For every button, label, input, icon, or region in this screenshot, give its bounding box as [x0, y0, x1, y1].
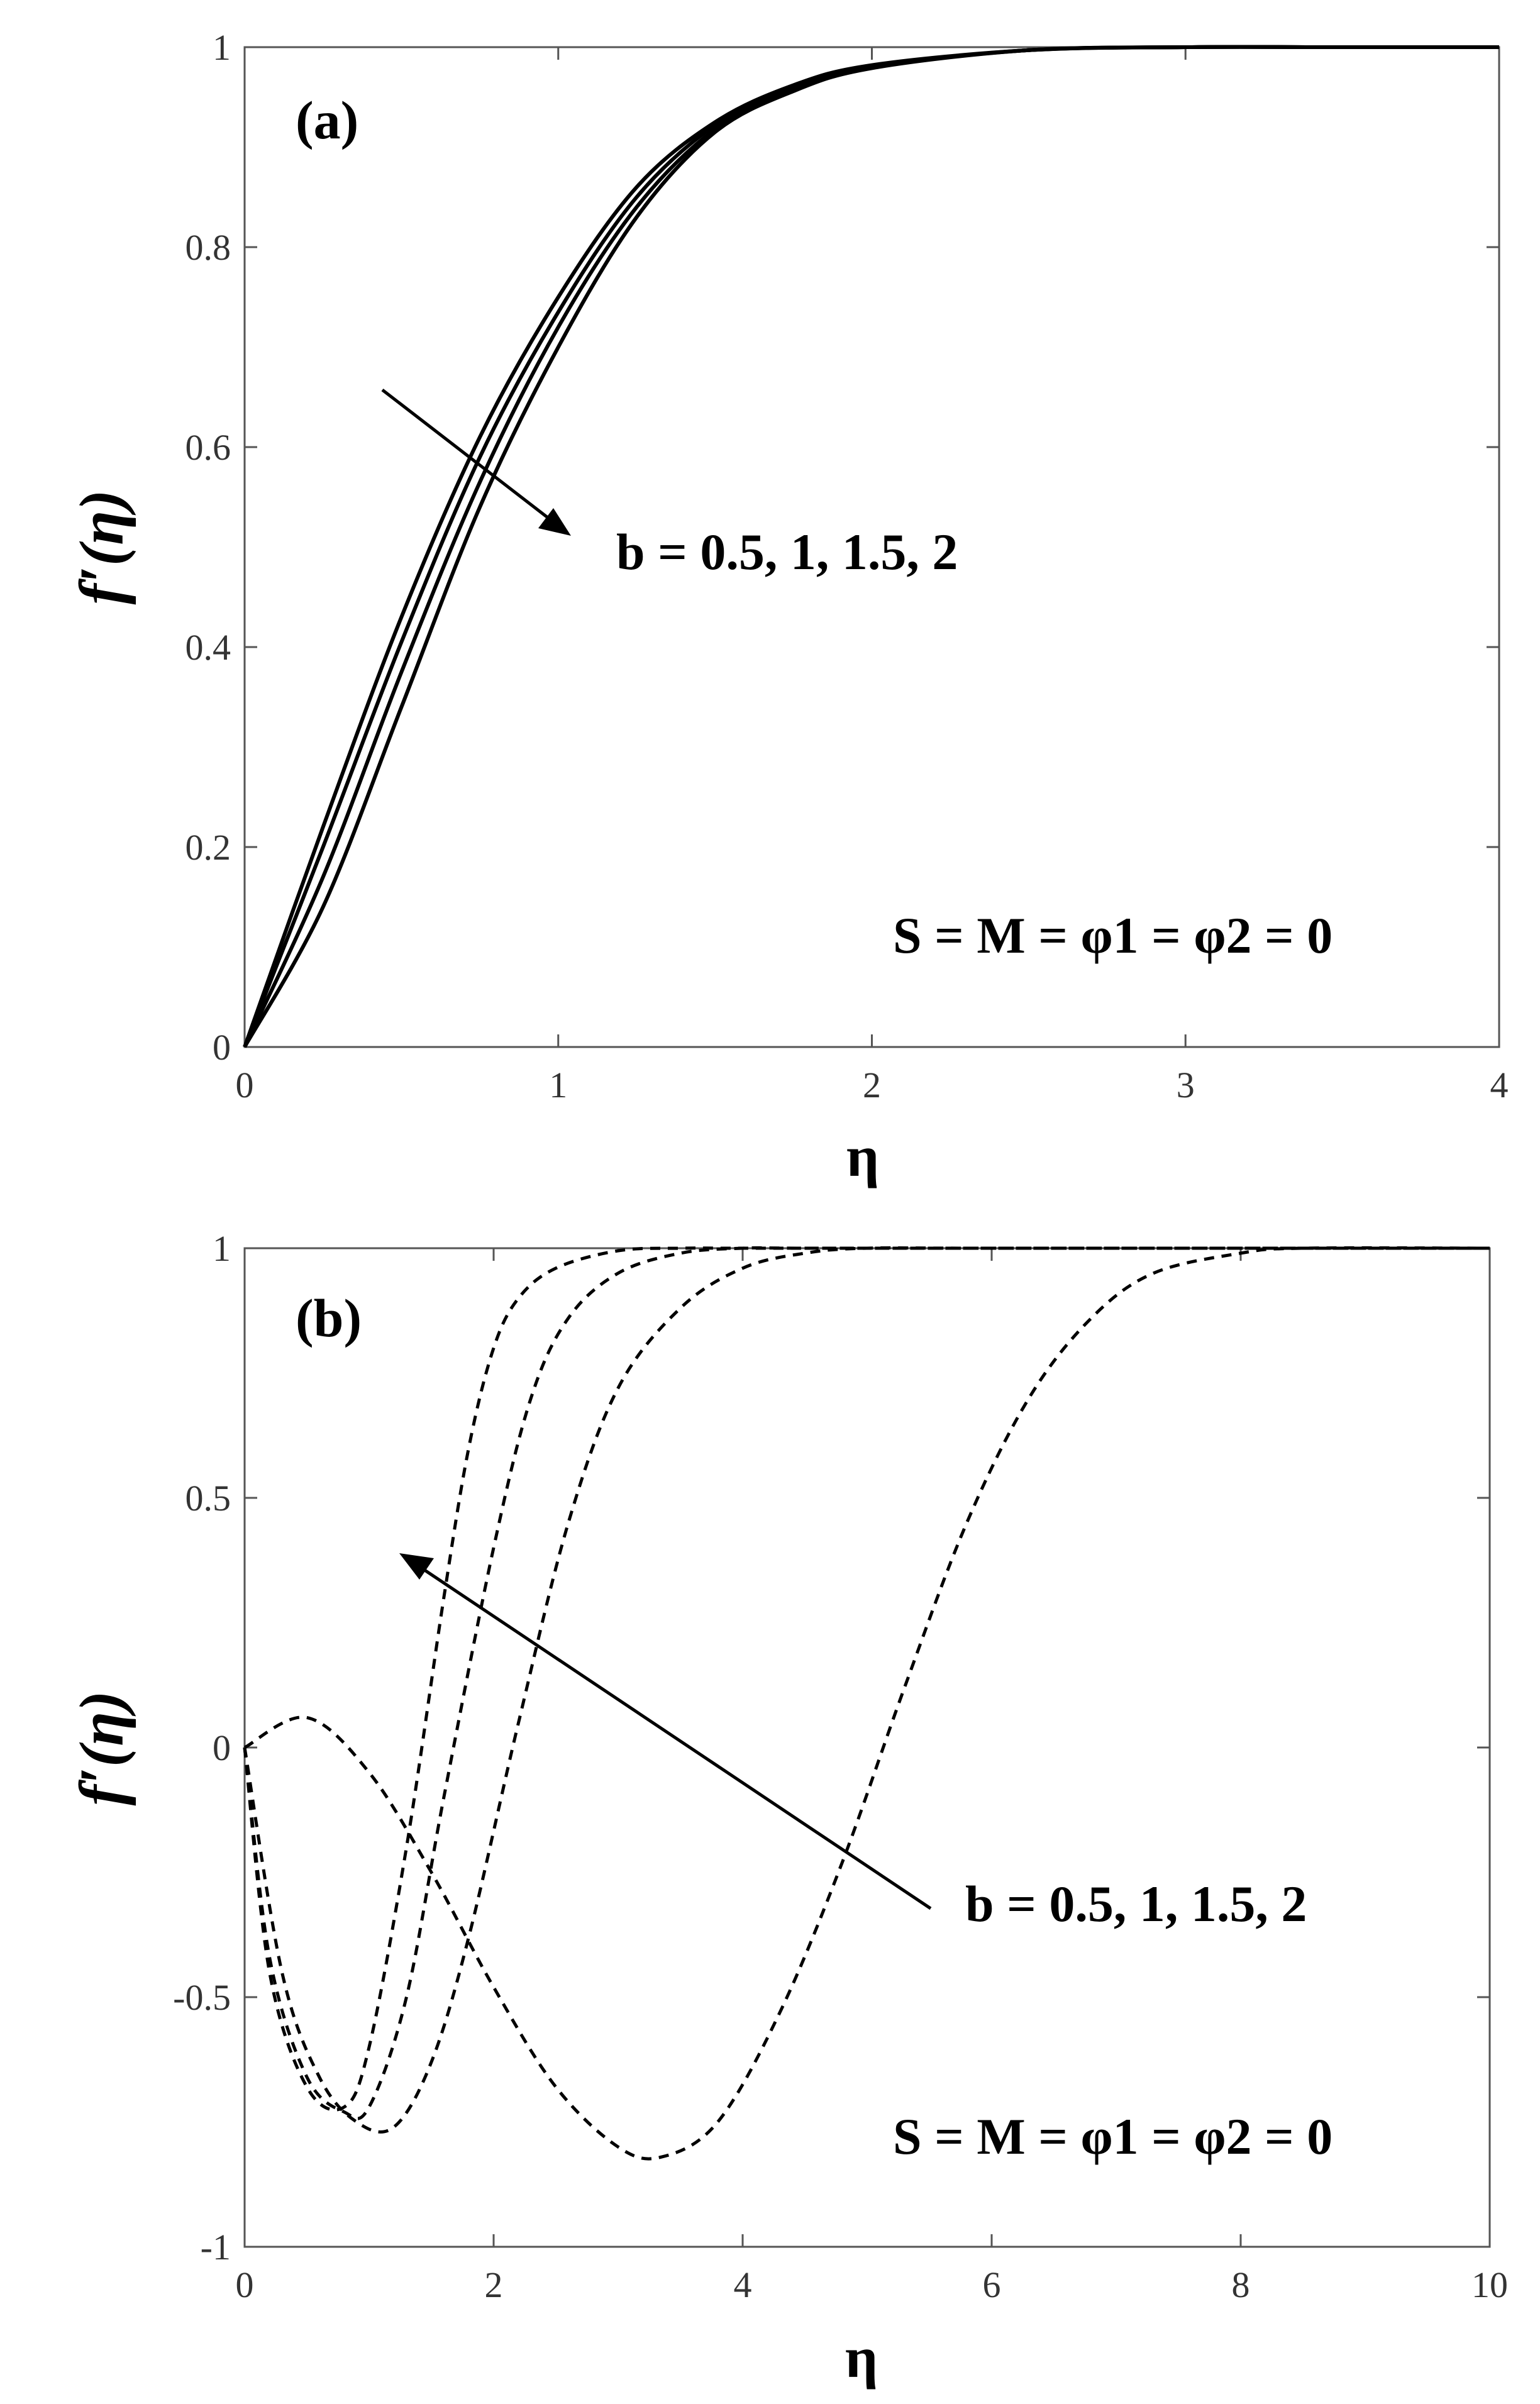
y-tick-label: -0.5 — [173, 1977, 231, 2018]
y-tick-label: 0.4 — [186, 627, 231, 668]
x-tick-label: 10 — [1471, 2264, 1508, 2305]
x-tick-label: 3 — [1177, 1065, 1195, 1105]
panel-label-a: (a) — [296, 90, 358, 150]
annotation-arrowhead-a — [538, 508, 571, 536]
x-tick-label: 1 — [549, 1065, 567, 1105]
series-line-b-2 — [243, 1246, 1490, 2120]
x-axis-label-b: η — [845, 2325, 878, 2390]
chart-b: 0 2 4 6 8 10 -1 -0.5 0 0.5 1 (b) f′(η) η b = 0.5, … — [67, 1228, 1508, 2390]
y-axis-label-a: f′(η) — [67, 490, 136, 605]
y-tick-label: 0.5 — [186, 1478, 231, 1519]
x-tick-label: 4 — [1490, 1065, 1509, 1105]
chart-a: 0 1 2 3 4 0 0.2 0.4 0.6 0.8 1 (a) f′(η) η b = 0.5,… — [67, 27, 1509, 1188]
series-line-a-4 — [243, 45, 1499, 1048]
x-tick-label: 2 — [485, 2264, 503, 2305]
annotation-label-b: b = 0.5, 1, 1.5, 2 — [965, 1875, 1307, 1932]
series-line-b-4 — [243, 1246, 1490, 2161]
x-tick-label: 0 — [236, 2264, 254, 2305]
annotation-arrow-b — [417, 1564, 932, 1910]
y-tick-label: 0.6 — [186, 427, 231, 468]
series-line-b-3 — [243, 1246, 1490, 2134]
y-tick-label: -1 — [201, 2227, 231, 2268]
x-axis-label-a: η — [846, 1124, 879, 1188]
series-line-b-1 — [243, 1246, 1490, 2112]
y-tick-label: 1 — [213, 27, 231, 68]
y-tick-label: 0 — [213, 1027, 231, 1068]
annotation-label-a: b = 0.5, 1, 1.5, 2 — [616, 523, 958, 580]
ticks-b: 0 2 4 6 8 10 -1 -0.5 0 0.5 1 — [173, 1228, 1508, 2305]
x-tick-label: 2 — [863, 1065, 881, 1105]
condition-label-a: S = M = φ1 = φ2 = 0 — [893, 907, 1332, 964]
annotation-arrow-a — [381, 389, 555, 523]
y-tick-label: 0.8 — [186, 227, 231, 268]
panel-label-b: (b) — [296, 1288, 362, 1348]
x-tick-label: 6 — [983, 2264, 1001, 2305]
y-axis-label-b: f′(η) — [67, 1691, 136, 1806]
annotation-arrowhead-b — [399, 1553, 434, 1580]
x-tick-label: 8 — [1232, 2264, 1250, 2305]
x-tick-label: 0 — [236, 1065, 254, 1105]
ticks-a: 0 1 2 3 4 0 0.2 0.4 0.6 0.8 1 — [186, 27, 1509, 1105]
series-a — [243, 45, 1499, 1048]
y-tick-label: 0.2 — [186, 827, 231, 868]
x-tick-label: 4 — [734, 2264, 752, 2305]
condition-label-b: S = M = φ1 = φ2 = 0 — [893, 2108, 1332, 2165]
y-tick-label: 1 — [213, 1228, 231, 1269]
y-tick-label: 0 — [213, 1727, 231, 1768]
series-b — [243, 1246, 1490, 2161]
